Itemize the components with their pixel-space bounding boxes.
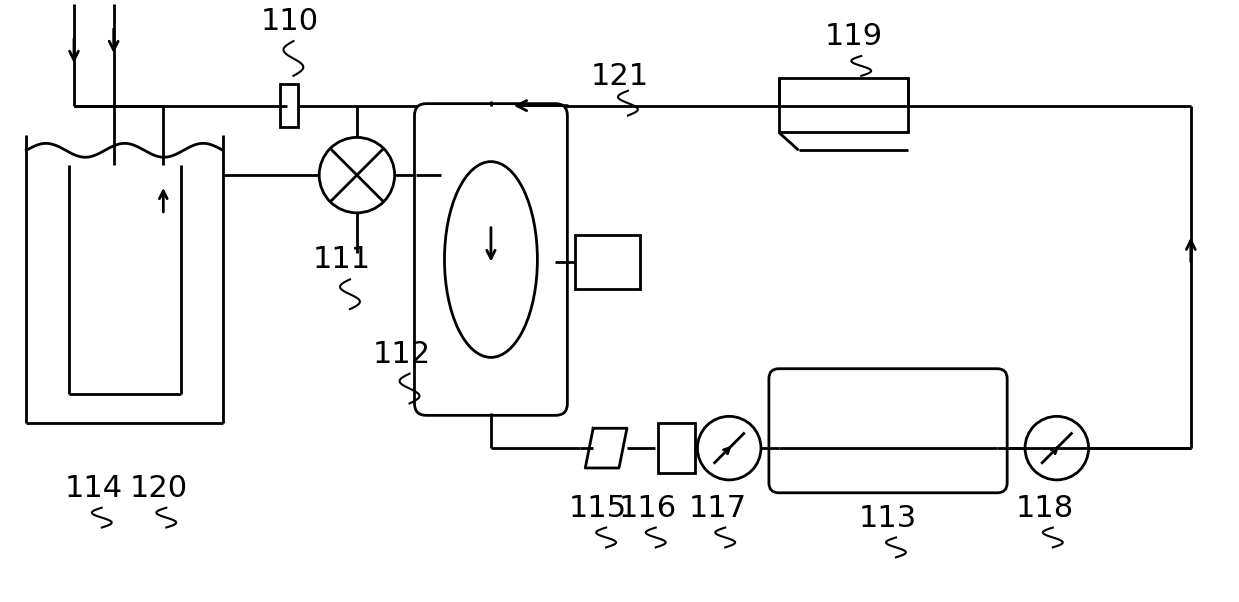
FancyBboxPatch shape bbox=[415, 104, 567, 415]
Text: 114: 114 bbox=[64, 474, 123, 503]
Text: 111: 111 bbox=[313, 246, 372, 275]
Bar bbox=[280, 84, 299, 128]
Bar bbox=[779, 78, 908, 132]
Text: 115: 115 bbox=[569, 494, 627, 523]
Bar bbox=[800, 400, 975, 461]
Text: 118: 118 bbox=[1016, 494, 1074, 523]
Text: 116: 116 bbox=[618, 494, 676, 523]
FancyBboxPatch shape bbox=[769, 368, 1007, 493]
Text: 113: 113 bbox=[859, 503, 917, 533]
Bar bbox=[658, 423, 695, 473]
Text: 117: 117 bbox=[688, 494, 746, 523]
Text: 112: 112 bbox=[373, 340, 431, 368]
Text: 119: 119 bbox=[824, 22, 882, 51]
Text: 120: 120 bbox=[129, 474, 187, 503]
Text: 110: 110 bbox=[260, 7, 318, 36]
Bar bbox=[575, 235, 639, 290]
Text: 121: 121 bbox=[591, 62, 649, 91]
